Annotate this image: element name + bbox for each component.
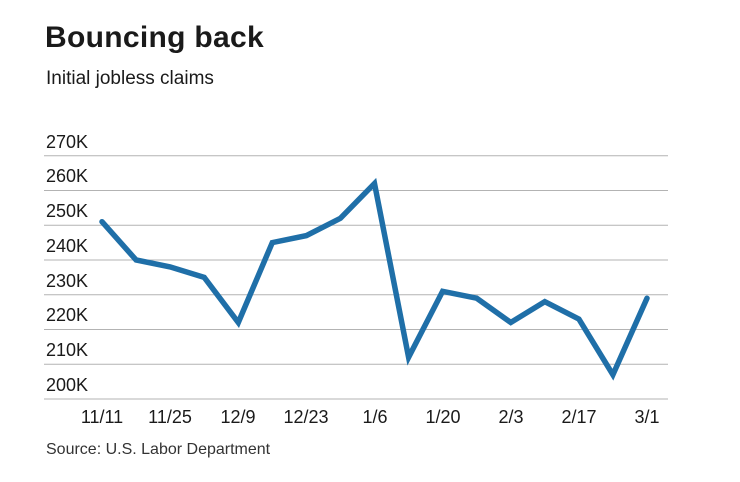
x-tick-label: 1/20 xyxy=(425,407,461,427)
y-tick-label: 270K xyxy=(46,132,89,152)
chart-title: Bouncing back xyxy=(45,21,264,54)
x-tick-label: 1/6 xyxy=(362,407,388,427)
y-tick-label: 220K xyxy=(46,305,89,325)
x-tick-label: 12/23 xyxy=(283,407,329,427)
y-tick-label: 210K xyxy=(46,340,89,360)
x-tick-label: 3/1 xyxy=(634,407,660,427)
jobless-claims-line xyxy=(99,177,650,381)
y-tick-label: 200K xyxy=(46,375,89,395)
y-tick-label: 240K xyxy=(46,236,89,256)
y-tick-label: 250K xyxy=(46,201,89,221)
y-tick-label: 230K xyxy=(46,271,89,291)
y-tick-label: 260K xyxy=(46,166,89,186)
x-tick-label: 2/3 xyxy=(498,407,524,427)
x-tick-label: 2/17 xyxy=(561,407,597,427)
x-tick-label: 11/11 xyxy=(80,407,124,427)
x-tick-label: 12/9 xyxy=(220,407,256,427)
source-note: Source: U.S. Labor Department xyxy=(46,441,271,458)
chart-subtitle: Initial jobless claims xyxy=(46,68,214,89)
x-tick-label: 11/25 xyxy=(148,407,192,427)
